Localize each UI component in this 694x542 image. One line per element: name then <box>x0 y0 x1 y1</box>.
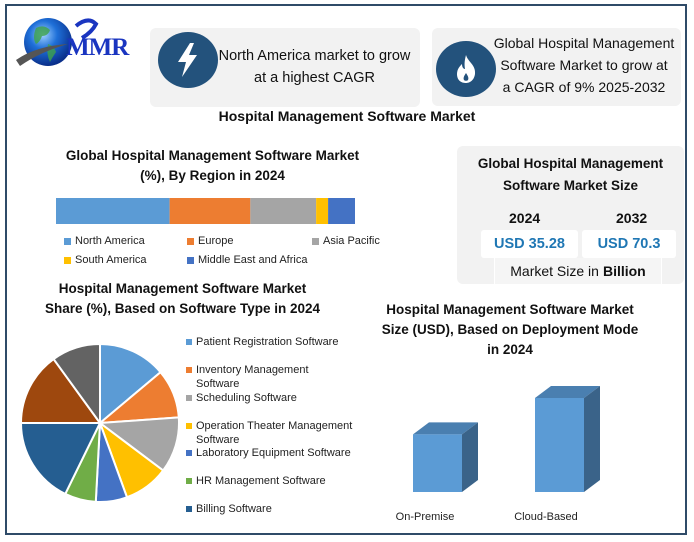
legend-item-europe: Europe <box>187 234 233 248</box>
market-size-unit: Market Size in Billion <box>494 258 662 284</box>
legend-swatch <box>64 257 71 264</box>
legend-item-middle-east-and-africa: Middle East and Africa <box>187 253 307 267</box>
legend-label: Laboratory Equipment Software <box>196 447 351 459</box>
highlight-text-line: Global Hospital Management <box>493 35 675 51</box>
legend-swatch <box>186 478 192 484</box>
legend-item-scheduling-software: Scheduling Software <box>186 391 297 405</box>
bar-segment-north-america <box>56 198 170 224</box>
year-label-2024: 2024 <box>509 210 541 226</box>
bar-segment-asia-pacific <box>250 198 317 224</box>
bar-segment-south-america <box>316 198 329 224</box>
category-label-on-premise: On-Premise <box>395 511 455 523</box>
legend-item-billing-software: Billing Software <box>186 502 272 516</box>
software-type-title-line: Hospital Management Software Market <box>58 281 307 296</box>
legend-swatch <box>186 506 192 512</box>
main-title: Hospital Management Software Market <box>218 108 476 124</box>
legend-label: Scheduling Software <box>196 392 297 404</box>
category-label-cloud-based: Cloud-Based <box>514 511 578 523</box>
legend-label: South America <box>75 254 147 266</box>
pie-slice-billing-software <box>20 421 102 496</box>
legend-item-asia-pacific: Asia Pacific <box>312 234 380 248</box>
software-type-pie-chart <box>19 342 180 503</box>
unit-bold: Billion <box>602 263 646 279</box>
deployment-title-line: Hospital Management Software Market <box>386 302 634 317</box>
column-side-face <box>462 422 478 492</box>
legend-swatch <box>187 257 194 264</box>
column-cloud-based <box>535 386 600 492</box>
highlight-text-line: North America market to grow <box>218 48 411 64</box>
legend-swatch <box>186 395 192 401</box>
deployment-title-line: Size (USD), Based on Deployment Mode <box>381 322 639 337</box>
unit-prefix: Market Size in <box>510 263 599 279</box>
legend-label: HR Management Software <box>196 475 326 487</box>
deployment-chart-title: Hospital Management Software Market Size… <box>360 300 660 360</box>
legend-label: North America <box>75 235 145 247</box>
market-value-2032: USD 70.3 <box>582 230 676 258</box>
highlight-text-line: a CAGR of 9% 2025-2032 <box>502 79 666 95</box>
legend-item-operation-theater-management-software: Operation Theater Management Software <box>186 419 352 447</box>
column-front-face <box>535 398 584 492</box>
legend-label: Asia Pacific <box>323 235 380 247</box>
legend-label: Middle East and Africa <box>198 254 308 266</box>
highlight-box-north-america: North America market to grow at a highes… <box>150 28 420 107</box>
column-on-premise <box>413 422 478 492</box>
mmr-logo: MMR <box>14 14 144 84</box>
year-label-2032: 2032 <box>616 210 648 226</box>
region-stacked-bar <box>56 198 355 224</box>
legend-swatch <box>64 238 71 245</box>
logo-text: MMR <box>66 34 129 61</box>
region-chart-title-line: (%), By Region in 2024 <box>140 168 285 183</box>
legend-item-hr-management-software: HR Management Software <box>186 474 326 488</box>
legend-item-north-america: North America <box>64 234 145 248</box>
region-chart-title: Global Hospital Management Software Mark… <box>40 146 385 186</box>
swoosh-icon <box>74 18 99 40</box>
column-top-face <box>535 386 600 398</box>
legend-item-south-america: South America <box>64 253 147 267</box>
legend-swatch <box>312 238 319 245</box>
deployment-column-chart <box>413 386 600 492</box>
legend-label: Europe <box>198 235 234 247</box>
lightning-bolt-icon <box>158 32 218 88</box>
legend-label: Operation Theater Management Software <box>196 420 353 446</box>
legend-item-laboratory-equipment-software: Laboratory Equipment Software <box>186 446 351 460</box>
market-size-title: Global Hospital Management Software Mark… <box>457 153 684 197</box>
legend-swatch <box>186 423 192 429</box>
legend-label: Inventory Management Software <box>196 364 309 390</box>
legend-swatch <box>186 339 192 345</box>
pie-slice-unlabeled-7 <box>19 357 102 425</box>
market-value-2024: USD 35.28 <box>481 230 578 258</box>
column-side-face <box>584 386 600 492</box>
software-type-title-line: Share (%), Based on Software Type in 202… <box>44 301 321 316</box>
legend-item-inventory-management-software: Inventory Management Software <box>186 363 309 391</box>
region-chart-title-line: Global Hospital Management Software Mark… <box>65 148 360 163</box>
column-front-face <box>413 434 462 492</box>
pie-slice-unlabeled-8 <box>52 342 101 427</box>
legend-item-patient-registration-software: Patient Registration Software <box>186 335 338 349</box>
highlight-text-line: at a highest CAGR <box>254 70 375 86</box>
flame-icon <box>436 41 496 97</box>
column-top-face <box>413 422 478 435</box>
software-type-chart-title: Hospital Management Software Market Shar… <box>20 279 345 319</box>
bar-segment-europe <box>169 198 251 224</box>
highlight-box-cagr: Global Hospital Management Software Mark… <box>432 28 681 106</box>
market-size-title-line: Software Market Size <box>502 178 639 193</box>
market-size-title-line: Global Hospital Management <box>477 156 664 171</box>
pie-slice-patient-registration-software <box>99 342 162 426</box>
legend-label: Billing Software <box>196 503 272 515</box>
infographic-frame <box>5 4 687 535</box>
highlight-text-line: Software Market to grow at <box>500 57 668 73</box>
bar-segment-middle-east-and-africa <box>328 198 355 224</box>
legend-label: Patient Registration Software <box>196 336 339 348</box>
legend-swatch <box>187 238 194 245</box>
deployment-title-line: in 2024 <box>487 342 533 357</box>
globe-icon <box>16 18 72 66</box>
legend-swatch <box>186 450 192 456</box>
legend-swatch <box>186 367 192 373</box>
